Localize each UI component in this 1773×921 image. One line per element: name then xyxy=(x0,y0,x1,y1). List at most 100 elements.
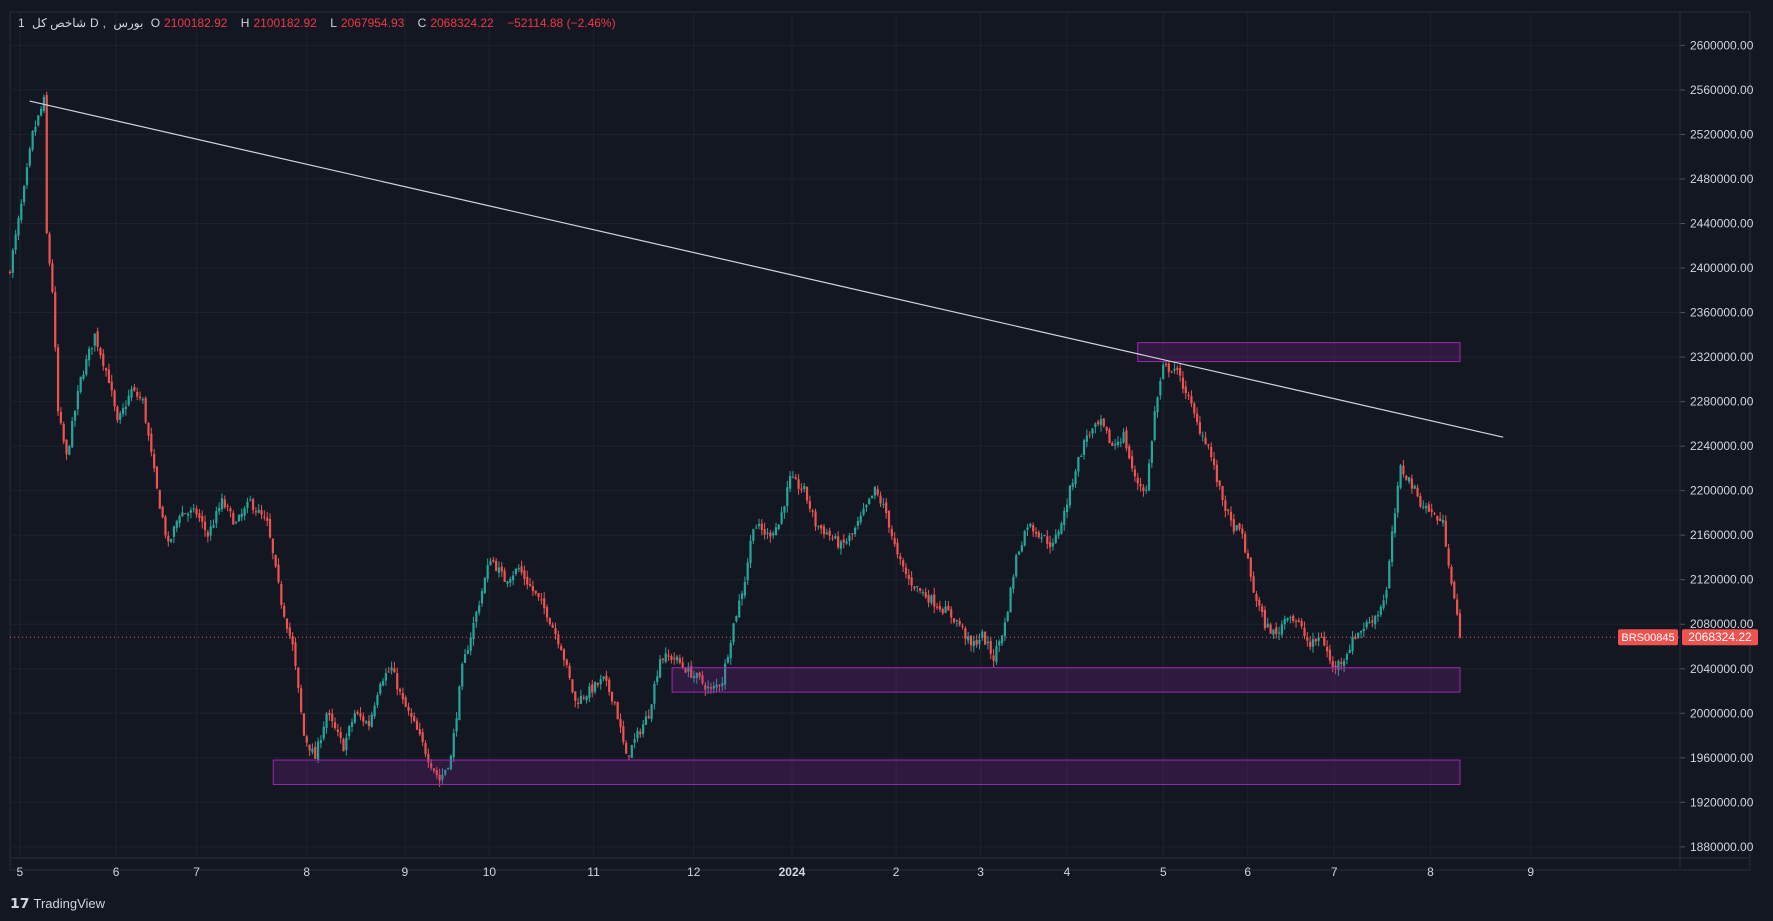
candle-body xyxy=(229,508,232,512)
candle-body xyxy=(794,477,797,480)
candle-body xyxy=(899,556,902,560)
candle-body xyxy=(113,390,116,407)
candle-body xyxy=(1193,403,1196,414)
candle-body xyxy=(1032,525,1035,532)
x-tick-label: 8 xyxy=(1427,865,1434,879)
candle-body xyxy=(353,713,356,723)
candle-body xyxy=(537,593,540,598)
candle-body xyxy=(981,631,984,639)
candle-body xyxy=(384,673,388,681)
candle-body xyxy=(788,475,792,489)
candle-body xyxy=(989,641,992,654)
candle-body xyxy=(79,376,82,393)
support-resistance-zone[interactable] xyxy=(671,667,1461,693)
candle-body xyxy=(175,521,178,529)
candle-body xyxy=(933,594,936,607)
candle-body xyxy=(760,523,763,530)
candle-body xyxy=(1263,609,1267,629)
candle-body xyxy=(288,627,291,636)
candle-body xyxy=(585,696,588,701)
candle-body xyxy=(1416,487,1419,497)
candle-body xyxy=(1376,615,1380,617)
candle-body xyxy=(345,737,348,750)
candle-body xyxy=(766,532,769,534)
candle-body xyxy=(828,530,831,536)
candle-body xyxy=(104,368,108,371)
candle-body xyxy=(1181,377,1185,389)
candle-body xyxy=(777,524,780,530)
candle-body xyxy=(300,688,303,712)
y-tick-label: 2520000.00 xyxy=(1690,127,1754,141)
candle-body xyxy=(514,568,518,574)
candle-body xyxy=(658,659,662,678)
candle-body xyxy=(964,628,967,639)
candle-body xyxy=(359,713,362,717)
candle-body xyxy=(277,564,280,582)
candle-body xyxy=(486,565,489,579)
candle-body xyxy=(972,640,975,647)
candle-body xyxy=(675,656,679,661)
candle-body xyxy=(924,592,927,598)
candle-body xyxy=(1130,456,1134,469)
candle-body xyxy=(1201,435,1204,437)
candle-body xyxy=(336,729,339,732)
candle-body xyxy=(1275,627,1278,634)
candle-body xyxy=(88,348,91,361)
candle-body xyxy=(732,623,735,643)
candle-body xyxy=(14,234,17,250)
tradingview-brand[interactable]: 𝟭𝟳 TradingView xyxy=(10,895,105,912)
candle-body xyxy=(1210,446,1213,458)
candle-body xyxy=(780,512,783,524)
candle-body xyxy=(1060,523,1063,534)
symbol-name[interactable]: شاخص کل xyxy=(32,16,86,30)
candle-body xyxy=(712,685,715,689)
candle-body xyxy=(398,689,402,692)
candle-body xyxy=(1068,485,1072,506)
candle-body xyxy=(890,528,893,537)
candle-body xyxy=(1374,616,1377,625)
candle-body xyxy=(998,641,1001,646)
candle-body xyxy=(82,374,85,379)
candle-body xyxy=(834,536,837,539)
candle-body xyxy=(879,495,882,504)
candle-body xyxy=(707,686,710,689)
candle-body xyxy=(1450,566,1453,584)
candle-body xyxy=(1444,520,1447,547)
support-resistance-zone[interactable] xyxy=(272,759,1461,786)
candle-body xyxy=(921,592,925,594)
candle-body xyxy=(325,713,328,728)
candle-body xyxy=(506,581,509,584)
timeframe[interactable]: D xyxy=(90,16,99,30)
candle-body xyxy=(633,739,636,743)
candle-body xyxy=(1249,557,1252,577)
candle-body xyxy=(452,732,455,758)
candle-body xyxy=(136,392,139,397)
candle-body xyxy=(186,513,190,516)
candle-body xyxy=(1049,542,1052,548)
candle-body xyxy=(220,498,224,510)
candle-body xyxy=(192,508,195,510)
support-resistance-zone[interactable] xyxy=(1137,342,1461,363)
candle-body xyxy=(591,684,594,693)
last-price-label: 2068324.22 xyxy=(1688,630,1752,644)
candle-body xyxy=(1195,413,1199,422)
candle-body xyxy=(1238,523,1241,529)
open-value: 2100182.92 xyxy=(164,16,228,30)
y-tick-label: 2040000.00 xyxy=(1690,662,1754,676)
candle-body xyxy=(381,680,385,686)
candle-body xyxy=(1405,475,1408,480)
x-tick-label: 3 xyxy=(977,865,984,879)
candle-body xyxy=(1034,531,1038,534)
trendline[interactable] xyxy=(29,100,1504,438)
candle-body xyxy=(1244,533,1247,553)
candle-body xyxy=(1221,485,1224,500)
candle-body xyxy=(670,656,673,661)
candle-body xyxy=(1023,531,1026,546)
candle-body xyxy=(661,658,665,660)
candle-body xyxy=(158,490,161,509)
candle-body xyxy=(859,515,862,523)
candle-body xyxy=(1258,599,1261,606)
candle-body xyxy=(319,740,323,744)
y-tick-label: 1960000.00 xyxy=(1690,751,1754,765)
